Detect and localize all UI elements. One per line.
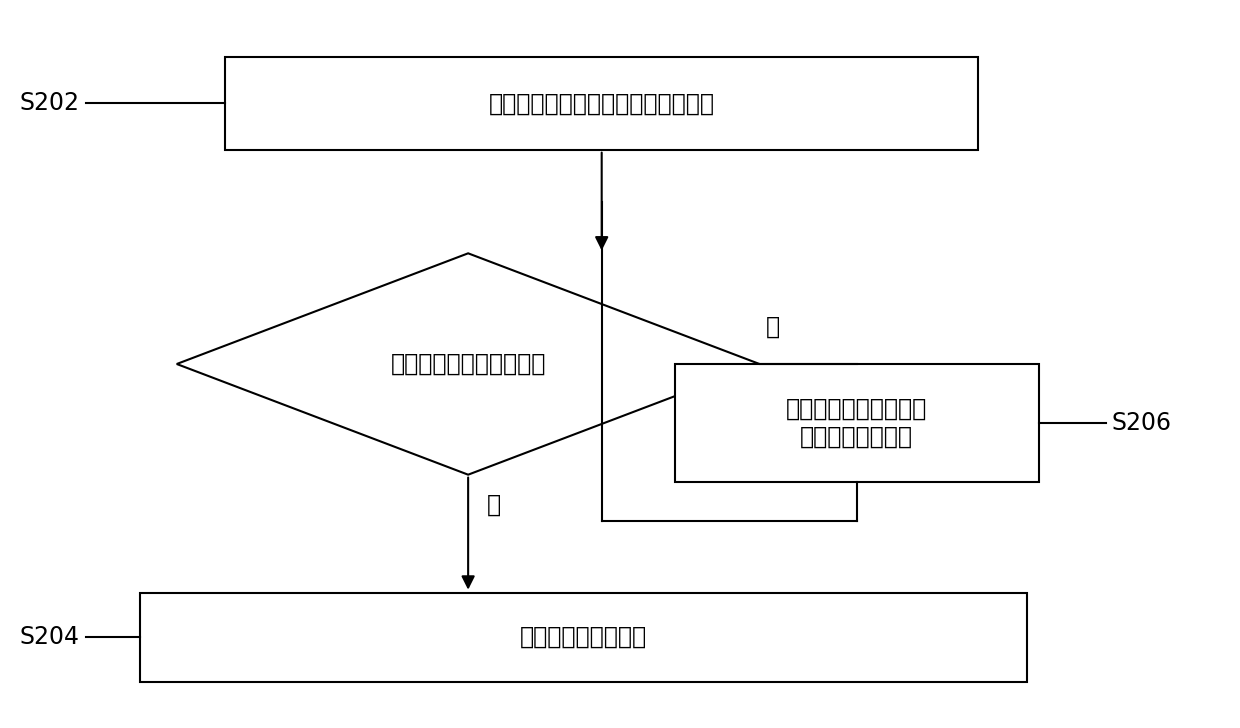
Text: S206: S206	[1111, 411, 1172, 435]
FancyBboxPatch shape	[675, 364, 1039, 482]
Text: 继续读取上述光模块本
地存储的状态信息: 继续读取上述光模块本 地存储的状态信息	[786, 397, 928, 449]
Text: S202: S202	[20, 91, 79, 115]
Text: S204: S204	[20, 625, 79, 649]
FancyBboxPatch shape	[140, 593, 1027, 682]
Text: 判断上述状态信息为异常: 判断上述状态信息为异常	[391, 352, 546, 376]
Text: 读取上述光模块本地存储的状态信息: 读取上述光模块本地存储的状态信息	[489, 91, 714, 115]
Polygon shape	[177, 253, 760, 475]
Text: 是: 是	[486, 493, 501, 517]
Text: 上报该异常状态信息: 上报该异常状态信息	[520, 625, 647, 649]
Text: 否: 否	[765, 315, 780, 339]
FancyBboxPatch shape	[226, 57, 978, 150]
